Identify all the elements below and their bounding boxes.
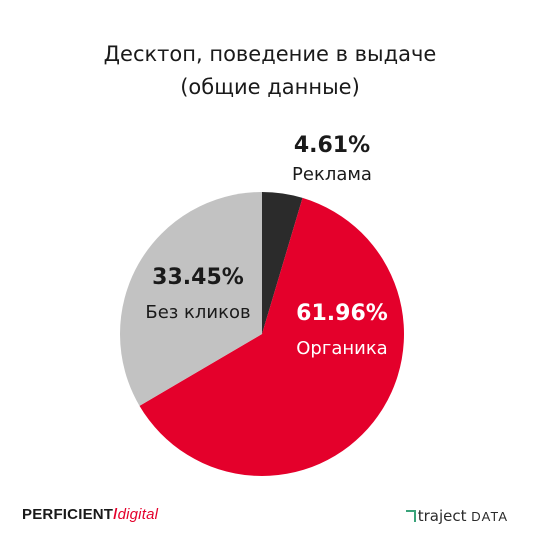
traject-mark-icon xyxy=(405,510,416,522)
pie-value-label-0: 4.61% xyxy=(294,133,370,158)
pie-slice-2 xyxy=(119,192,262,406)
logo-left-slash: / xyxy=(113,506,118,523)
logo-right-brand: traject xyxy=(417,507,467,525)
pie-category-label-1: Органика xyxy=(296,338,387,359)
logo-left-sub: digital xyxy=(117,506,159,523)
pie-category-label-0: Реклама xyxy=(292,164,372,185)
logo-right-sub: DATA xyxy=(471,509,508,524)
pie-labels: 4.61% Реклама 61.96% Органика 33.45% Без клик… xyxy=(145,133,387,359)
traject-data-logo: traject DATA xyxy=(405,507,508,525)
pie-category-label-2: Без кликов xyxy=(145,302,250,323)
pie-slices xyxy=(119,192,405,476)
pie-value-label-1: 61.96% xyxy=(296,301,388,326)
chart-title-block: Десктоп, поведение в выдаче (общие данны… xyxy=(0,38,540,104)
pie-slice-1 xyxy=(139,197,405,476)
pie-value-label-2: 33.45% xyxy=(152,265,244,290)
pie-slice-0 xyxy=(262,192,303,334)
logo-left-brand: PERFICIENT xyxy=(22,506,114,523)
chart-subtitle: (общие данные) xyxy=(180,75,360,99)
perficient-digital-logo: PERFICIENT/digital xyxy=(22,506,158,523)
chart-title: Десктоп, поведение в выдаче xyxy=(103,42,437,66)
